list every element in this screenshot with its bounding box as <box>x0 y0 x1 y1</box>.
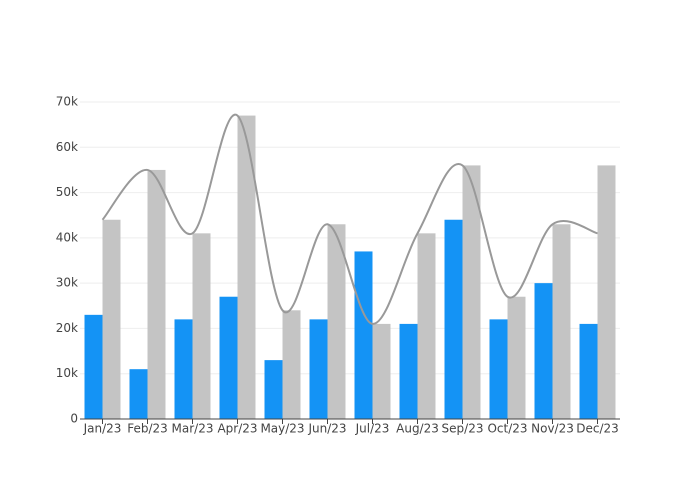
bar <box>264 360 283 419</box>
y-tick-label: 10k <box>56 366 78 380</box>
y-tick-label: 70k <box>56 95 78 109</box>
bar <box>552 224 571 419</box>
bar <box>174 319 193 419</box>
bar <box>372 323 391 419</box>
bar <box>354 251 373 419</box>
y-tick-label: 0 <box>70 412 78 426</box>
bar <box>192 233 211 419</box>
x-tick-label: Nov/23 <box>531 422 574 436</box>
bar <box>102 219 121 419</box>
bar <box>444 219 463 419</box>
bar <box>219 296 238 419</box>
bar <box>507 296 526 419</box>
x-tick-label: May/23 <box>260 422 304 436</box>
x-tick-label: Jun/23 <box>307 422 346 436</box>
bar <box>147 169 166 419</box>
bar <box>237 115 256 419</box>
x-tick-label: Mar/23 <box>172 422 214 436</box>
bar <box>309 319 328 419</box>
x-tick-label: Oct/23 <box>487 422 527 436</box>
bar <box>129 369 148 419</box>
bar <box>462 165 481 419</box>
bar <box>282 310 301 419</box>
bar <box>597 165 616 419</box>
bar <box>84 314 103 419</box>
bar <box>534 283 553 419</box>
x-tick-label: Jan/23 <box>83 422 122 436</box>
bar <box>579 323 598 419</box>
x-tick-label: Apr/23 <box>217 422 257 436</box>
x-tick-label: Sep/23 <box>442 422 484 436</box>
x-tick-label: Aug/23 <box>396 422 439 436</box>
y-tick-label: 30k <box>56 276 78 290</box>
y-tick-label: 40k <box>56 230 78 244</box>
bar <box>417 233 436 419</box>
x-tick-label: Feb/23 <box>127 422 168 436</box>
bar <box>489 319 508 419</box>
x-tick-label: Dec/23 <box>576 422 619 436</box>
y-tick-label: 20k <box>56 321 78 335</box>
bar <box>327 224 346 419</box>
y-tick-label: 60k <box>56 140 78 154</box>
y-tick-label: 50k <box>56 185 78 199</box>
x-tick-label: Jul/23 <box>355 422 390 436</box>
bar <box>399 323 418 419</box>
line <box>101 113 598 325</box>
